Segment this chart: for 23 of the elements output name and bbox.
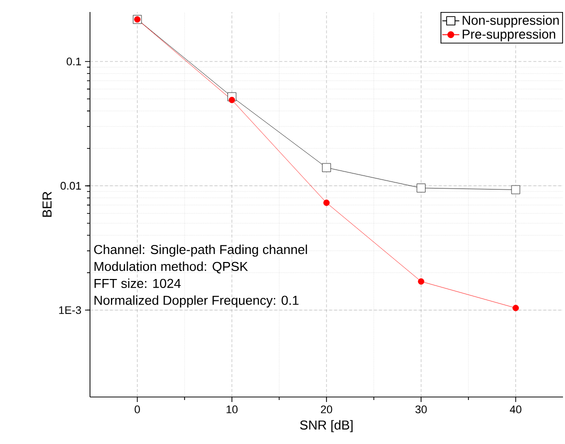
point (228, 96, 236, 104)
annotation: Channel: Single-path Fading channel (94, 244, 307, 257)
x-tick-label: 40 (510, 406, 522, 414)
legend-label: Pre-suppression (462, 29, 556, 42)
point (416, 184, 426, 192)
annotation: FFT size: 1024 (94, 278, 181, 288)
point (418, 278, 424, 285)
point (512, 304, 519, 312)
annotation: Modulation method: QPSK (94, 262, 248, 274)
y-tick-label: 0.1 (66, 58, 81, 66)
x-axis-title: SNR [dB] (300, 420, 353, 432)
point (322, 163, 331, 172)
annotation: Normalized Doppler Frequency: 0.1 (94, 295, 298, 308)
x-tick-label: 30 (415, 406, 427, 414)
y-tick-label: 0.01 (60, 182, 81, 190)
y-tick-label: 1E-3 (59, 306, 82, 314)
y-axis-title: BER (42, 192, 52, 217)
x-tick-label: 10 (226, 406, 238, 414)
point (511, 185, 520, 194)
x-tick-label: 0 (134, 406, 140, 414)
legend-label: Non-suppression (462, 15, 559, 28)
x-tick-label: 20 (320, 406, 332, 414)
point (323, 200, 330, 206)
